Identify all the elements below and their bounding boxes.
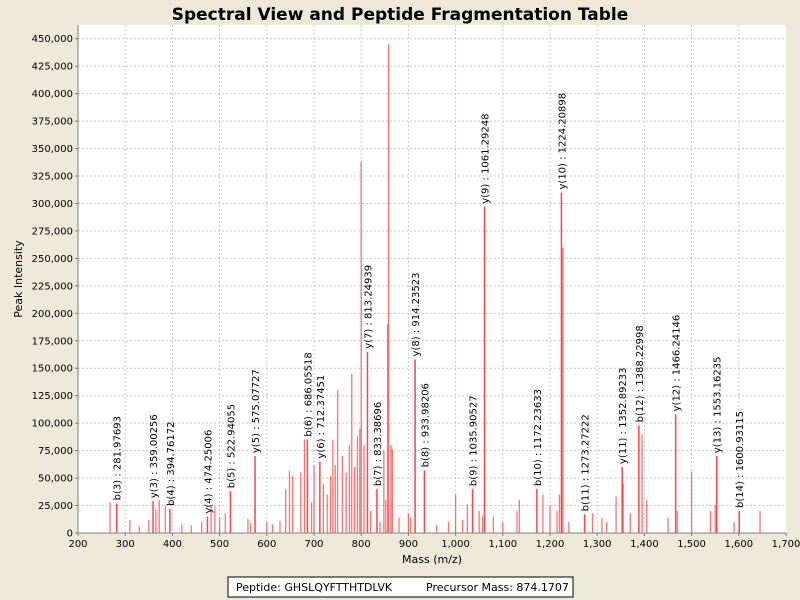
y-tick-label: 75,000 — [38, 446, 73, 457]
y-tick-label: 450,000 — [32, 34, 73, 45]
peak-annotation: b(14) : 1600.93115 — [735, 411, 746, 508]
y-tick-label: 225,000 — [32, 281, 73, 292]
y-tick-label: 375,000 — [32, 117, 73, 128]
peak-annotation: y(11) : 1352.89233 — [618, 367, 629, 464]
peak-annotation: y(4) : 474.25006 — [203, 430, 214, 514]
peak-annotation: y(10) : 1224.20898 — [557, 93, 568, 190]
x-tick-label: 1,300 — [583, 539, 612, 550]
y-tick-label: 25,000 — [38, 501, 73, 512]
y-axis-label: Peak Intensity — [12, 240, 25, 318]
y-tick-label: 175,000 — [32, 336, 73, 347]
peak-annotation: y(12) : 1466.24146 — [672, 315, 683, 412]
x-tick-label: 1,000 — [441, 539, 470, 550]
x-tick-label: 600 — [257, 539, 276, 550]
peak-annotation: y(13) : 1553.16235 — [713, 356, 724, 453]
y-tick-label: 300,000 — [32, 199, 73, 210]
x-tick-label: 800 — [352, 539, 371, 550]
peak-annotation: b(8) : 933.98206 — [420, 383, 431, 467]
x-tick-label: 1,400 — [630, 539, 659, 550]
x-tick-label: 1,100 — [488, 539, 517, 550]
y-tick-label: 350,000 — [32, 144, 73, 155]
peak-annotation: y(5) : 575.07727 — [251, 369, 262, 453]
y-tick-label: 0 — [67, 529, 73, 540]
peak-annotation: y(9) : 1061.29248 — [481, 114, 492, 204]
y-tick-label: 250,000 — [32, 254, 73, 265]
peak-annotation: b(7) : 833.38696 — [373, 402, 384, 486]
peak-annotation: b(12) : 1388.22998 — [635, 325, 646, 422]
peak-annotation: b(10) : 1172.23633 — [533, 389, 544, 486]
y-tick-label: 150,000 — [32, 364, 73, 375]
peak-annotation: y(6) : 712.37451 — [316, 375, 327, 459]
y-tick-label: 325,000 — [32, 172, 73, 183]
peak-annotation: y(7) : 813.24939 — [363, 265, 374, 349]
legend-peptide: Peptide: GHSLQYFTTHTDLVK — [236, 581, 393, 594]
peak-annotation: b(9) : 1035.90527 — [469, 395, 480, 486]
y-tick-label: 275,000 — [32, 226, 73, 237]
peak-annotation: b(6) : 686.05518 — [303, 352, 314, 436]
y-tick-label: 125,000 — [32, 391, 73, 402]
peak-annotation: y(8) : 914.23523 — [411, 273, 422, 357]
peak-annotation: b(4) : 394.76172 — [166, 422, 177, 506]
x-axis-label: Mass (m/z) — [402, 553, 462, 566]
x-tick-label: 1,700 — [772, 539, 800, 550]
y-tick-label: 50,000 — [38, 474, 73, 485]
plot-area — [78, 25, 786, 533]
chart-title: Spectral View and Peptide Fragmentation … — [172, 5, 629, 25]
peak-annotation: y(3) : 359.00256 — [149, 414, 160, 498]
x-tick-label: 900 — [399, 539, 418, 550]
y-tick-label: 100,000 — [32, 419, 73, 430]
x-tick-label: 200 — [68, 539, 87, 550]
x-tick-label: 400 — [163, 539, 182, 550]
peak-annotation: b(3) : 281.97693 — [113, 416, 124, 500]
x-tick-label: 1,200 — [536, 539, 565, 550]
x-tick-label: 300 — [116, 539, 135, 550]
y-tick-label: 400,000 — [32, 89, 73, 100]
peak-annotation: b(5) : 522.94055 — [226, 404, 237, 488]
x-tick-label: 500 — [210, 539, 229, 550]
x-tick-label: 700 — [304, 539, 323, 550]
peak-annotation: b(11) : 1273.27222 — [581, 414, 592, 511]
x-tick-label: 1,500 — [677, 539, 706, 550]
legend-precursor-mass: Precursor Mass: 874.1707 — [426, 581, 569, 594]
y-tick-label: 425,000 — [32, 62, 73, 73]
legend: Peptide: GHSLQYFTTHTDLVK Precursor Mass:… — [227, 576, 574, 598]
x-tick-label: 1,600 — [724, 539, 753, 550]
y-tick-label: 200,000 — [32, 309, 73, 320]
